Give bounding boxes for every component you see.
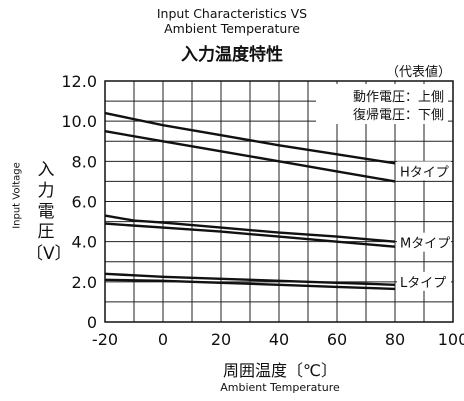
chart-title-jp: 入力温度特性 — [181, 45, 283, 65]
series-label: Hタイプ — [400, 165, 449, 180]
series-label-bg — [397, 271, 451, 291]
series-line-2 — [104, 130, 396, 183]
series-line-5 — [104, 272, 396, 286]
series-label-bg — [397, 232, 451, 252]
x-tick-label: 100 — [438, 330, 464, 349]
y-axis-label-jp-2: 力 — [37, 181, 55, 201]
series-labels: Hタイプ Mタイプ Lタイプ — [397, 161, 451, 291]
y-tick-label: 6.0 — [72, 193, 97, 212]
series-line-6 — [104, 278, 396, 291]
y-axis-label-jp-3: 電 — [37, 202, 55, 222]
series-label: Lタイプ — [400, 276, 446, 291]
y-tick-label: 4.0 — [72, 233, 97, 252]
y-tick-label: 10.0 — [61, 112, 97, 131]
y-axis-label-jp-4: 圧 — [37, 222, 55, 242]
series-label-bg — [397, 161, 451, 181]
series-line-1 — [104, 111, 396, 165]
series-line-3 — [104, 214, 396, 243]
series-label: Mタイプ — [400, 237, 450, 252]
chart-title-line-2: Ambient Temperature — [164, 21, 300, 36]
y-tick-label: 2.0 — [72, 273, 97, 292]
x-tick-label: 20 — [211, 330, 231, 349]
y-axis-label-jp-unit: 〔V〕 — [26, 244, 72, 264]
x-axis-label-en: Ambient Temperature — [220, 381, 340, 394]
typical-value-note: （代表値） — [386, 65, 452, 80]
x-tick-label: 80 — [385, 330, 405, 349]
x-axis-label-jp: 周囲温度〔℃〕 — [223, 361, 337, 380]
operate-release-legend: 動作電圧：上側 復帰電圧：下側 — [316, 84, 448, 124]
legend-note-release: 復帰電圧：下側 — [352, 108, 444, 123]
chart-title-line-1: Input Characteristics VS — [156, 6, 308, 21]
plot-frame — [104, 80, 454, 323]
series-line-4 — [104, 222, 396, 248]
legend-note-operate: 動作電圧：上側 — [352, 90, 444, 105]
x-tick-label: -20 — [92, 330, 118, 349]
x-tick-label: 60 — [327, 330, 347, 349]
x-tick-label: 40 — [269, 330, 289, 349]
y-tick-label: 0 — [87, 313, 97, 332]
series-lines — [104, 111, 396, 291]
chart-title-en: Input Characteristics VS Ambient Tempera… — [0, 6, 464, 36]
y-tick-label: 12.0 — [61, 72, 97, 91]
y-axis-label-jp-1: 入 — [37, 160, 55, 180]
y-tick-label: 8.0 — [72, 152, 97, 171]
x-tick-label: 0 — [158, 330, 168, 349]
